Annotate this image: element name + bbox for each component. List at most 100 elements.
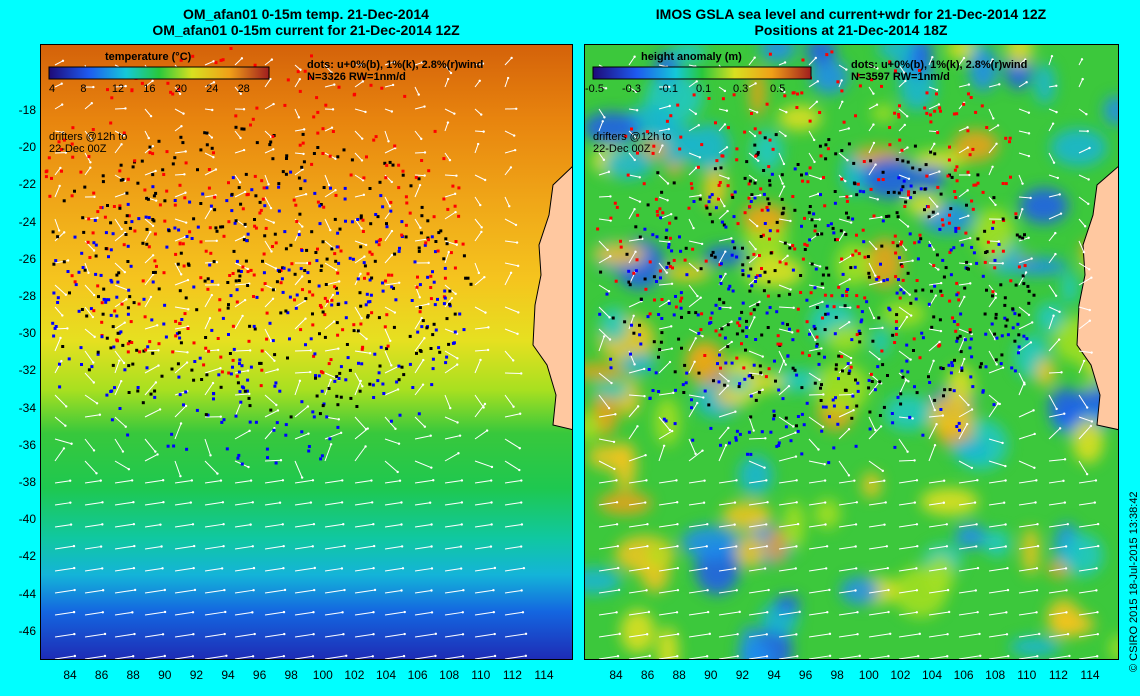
- current-arrow-head: [420, 316, 423, 320]
- drifter-dot: [745, 160, 749, 164]
- current-arrow-head: [447, 250, 450, 254]
- drifter-dot: [336, 303, 340, 306]
- drifter-dot: [756, 151, 760, 155]
- current-arrow: [264, 174, 269, 185]
- drifter-dot: [378, 238, 382, 242]
- drifter-dot: [319, 269, 323, 272]
- current-arrow: [688, 567, 707, 572]
- drifter-dot: [1018, 235, 1022, 239]
- drifter-dot: [71, 155, 75, 159]
- current-arrow-head: [151, 224, 155, 228]
- current-arrow: [294, 655, 314, 659]
- current-arrow: [868, 124, 874, 132]
- current-arrow: [778, 432, 796, 440]
- current-arrow: [718, 251, 726, 264]
- drifter-dot: [215, 229, 219, 233]
- drifter-dot: [935, 253, 939, 257]
- drifter-dot: [163, 219, 167, 223]
- current-arrow: [1048, 108, 1057, 113]
- drifter-dot: [1000, 334, 1004, 338]
- current-arrow: [84, 414, 100, 418]
- drifter-dot: [779, 342, 783, 346]
- drifter-dot: [714, 303, 718, 307]
- current-arrow-head: [334, 268, 338, 271]
- current-arrow-head: [1062, 479, 1065, 483]
- current-arrow-head: [795, 501, 798, 504]
- drifter-dot: [353, 92, 357, 96]
- current-arrow: [1018, 409, 1034, 418]
- current-arrow-head: [991, 165, 994, 168]
- current-arrow-head: [191, 655, 195, 658]
- drifter-dot: [271, 135, 275, 138]
- drifter-dot: [699, 267, 703, 271]
- drifter-dot: [609, 357, 613, 361]
- drifter-dot: [873, 388, 877, 392]
- drifter-dot: [126, 244, 130, 248]
- current-arrow: [598, 108, 605, 118]
- current-arrow: [414, 567, 433, 572]
- drifter-dot: [948, 250, 952, 254]
- current-arrow-head: [276, 409, 280, 412]
- current-arrow-head: [118, 359, 121, 362]
- sla-blob: [585, 412, 600, 443]
- drifter-dot: [196, 225, 200, 229]
- latitude-tick: -22: [18, 177, 36, 192]
- drifter-dot: [985, 126, 989, 129]
- current-arrow: [84, 372, 95, 383]
- drifter-dot: [93, 218, 97, 222]
- drifter-dot: [808, 238, 812, 242]
- current-arrow-head: [765, 545, 769, 548]
- drifter-dot: [972, 251, 976, 255]
- current-arrow: [718, 589, 737, 594]
- current-arrow: [384, 108, 393, 112]
- current-arrow-head: [1054, 252, 1057, 256]
- drifter-dot: [253, 327, 257, 331]
- drifter-dot: [378, 364, 382, 368]
- current-arrow-head: [701, 334, 704, 338]
- current-arrow: [54, 167, 61, 176]
- current-arrow: [414, 416, 426, 428]
- latitude-tick: -40: [18, 512, 36, 527]
- drifter-dot: [212, 392, 215, 396]
- current-arrow-head: [209, 454, 212, 457]
- drifter-dot: [71, 126, 75, 130]
- drifter-dot: [274, 241, 278, 245]
- drifter-dot: [186, 327, 190, 330]
- drifter-dot: [190, 368, 194, 372]
- drifter-dot: [753, 143, 757, 147]
- current-arrow: [204, 169, 217, 176]
- drifter-dot: [840, 355, 844, 359]
- current-arrow: [988, 655, 1009, 659]
- drifter-dot: [970, 245, 974, 249]
- drifter-dot: [144, 215, 148, 219]
- drifter-dot: [221, 225, 225, 229]
- longitude-tick: 90: [158, 668, 172, 682]
- current-arrow-head: [938, 170, 941, 173]
- drifter-dot: [100, 335, 104, 339]
- drifter-dot: [330, 247, 334, 251]
- drifter-dot: [609, 366, 613, 370]
- current-arrow-head: [606, 248, 609, 252]
- drifter-dot: [370, 276, 374, 280]
- current-arrow-head: [699, 194, 702, 197]
- drifter-dot: [802, 423, 806, 427]
- current-arrow: [1048, 567, 1067, 572]
- drifter-dot: [297, 176, 301, 180]
- drifter-dot: [364, 303, 368, 307]
- current-arrow: [294, 633, 314, 638]
- current-arrow: [1078, 589, 1097, 594]
- current-arrow: [658, 262, 668, 273]
- drifter-dot: [913, 144, 917, 148]
- current-arrow-head: [969, 282, 972, 285]
- sla-blob: [751, 130, 783, 171]
- current-arrow: [778, 545, 797, 550]
- drifter-dot: [329, 358, 333, 362]
- drifter-dot: [647, 368, 651, 371]
- drifter-dot: [832, 446, 836, 450]
- drifter-dot: [366, 272, 370, 276]
- right-drifters-line1: drifters @12h to: [593, 131, 672, 143]
- drifter-dot: [192, 285, 196, 289]
- drifter-dot: [179, 135, 183, 139]
- drifter-dot: [898, 138, 902, 142]
- current-arrow-head: [1088, 146, 1091, 150]
